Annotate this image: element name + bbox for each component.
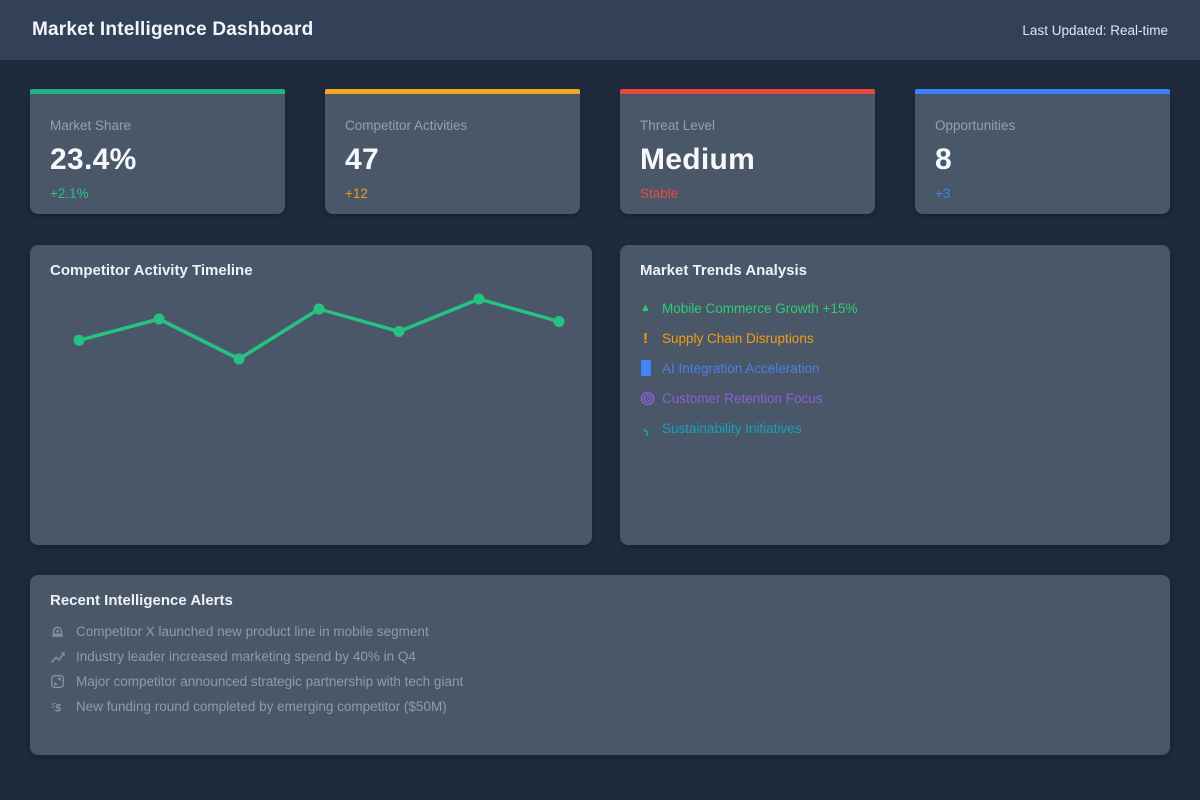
page-title: Market Intelligence Dashboard [32,19,314,40]
stat-cards-row: Market Share 23.4% +2.1% Competitor Acti… [30,89,1170,214]
beacon-icon [50,624,76,639]
stat-value: 23.4% [50,143,137,176]
exclamation-icon: ! [643,329,648,347]
trend-label: AI Integration Acceleration [662,360,820,376]
stat-delta: +2.1% [50,186,89,201]
card-accent-bar [915,89,1170,94]
card-accent-bar [620,89,875,94]
header-bar: Market Intelligence Dashboard Last Updat… [0,0,1200,60]
dashboard-content: Market Share 23.4% +2.1% Competitor Acti… [0,89,1200,755]
trend-label: Customer Retention Focus [662,390,823,406]
competitor-activity-timeline-panel: Competitor Activity Timeline [30,245,592,545]
chart-up-icon [50,650,76,664]
stat-card-threat-level: Threat Level Medium Stable [620,89,875,214]
stat-value: 8 [935,143,952,176]
alert-text: Competitor X launched new product line i… [76,624,429,639]
panels-row: Competitor Activity Timeline Market Tren… [30,245,1170,545]
trend-list: ▲ Mobile Commerce Growth +15% ! Supply C… [640,293,1150,443]
target-icon [640,391,662,406]
trend-item-mobile-commerce: ▲ Mobile Commerce Growth +15% [640,293,1150,323]
stat-delta: +3 [935,186,951,201]
last-updated-text: Last Updated: Real-time [1022,22,1168,38]
panel-title: Competitor Activity Timeline [50,262,253,279]
market-trends-panel: Market Trends Analysis ▲ Mobile Commerce… [620,245,1170,545]
up-triangle-icon: ▲ [640,301,651,314]
alert-text: Industry leader increased marketing spen… [76,649,416,664]
stat-label: Market Share [50,118,132,133]
alert-list: Competitor X launched new product line i… [50,619,1150,719]
stat-label: Opportunities [935,118,1016,133]
stat-value: Medium [640,143,756,176]
stat-card-opportunities: Opportunities 8 +3 [915,89,1170,214]
alert-item-partnership: Major competitor announced strategic par… [50,669,1150,694]
timeline-chart [50,287,572,527]
stat-label: Competitor Activities [345,118,468,133]
stat-delta: +12 [345,186,368,201]
trend-item-supply-chain: ! Supply Chain Disruptions [640,323,1150,353]
stat-delta: Stable [640,186,679,201]
svg-text:$: $ [54,702,62,714]
blue-block-icon [640,360,662,376]
trend-label: Supply Chain Disruptions [662,330,814,346]
alert-text: New funding round completed by emerging … [76,699,447,714]
recent-alerts-panel: Recent Intelligence Alerts Competitor X … [30,575,1170,755]
stat-value: 47 [345,143,379,176]
seedling-icon [640,419,662,437]
stat-label: Threat Level [640,118,716,133]
stat-card-competitor-activities: Competitor Activities 47 +12 [325,89,580,214]
partnership-icon [50,674,76,689]
panel-title: Recent Intelligence Alerts [50,592,233,609]
trend-item-sustainability: Sustainability Initiatives [640,413,1150,443]
trend-label: Mobile Commerce Growth +15% [662,300,858,316]
funding-icon: $ [50,700,76,714]
alert-item-marketing-spend: Industry leader increased marketing spen… [50,644,1150,669]
panel-title: Market Trends Analysis [640,262,808,279]
card-accent-bar [30,89,285,94]
card-accent-bar [325,89,580,94]
trend-label: Sustainability Initiatives [662,420,802,436]
alert-item-funding: $ New funding round completed by emergin… [50,694,1150,719]
trend-item-customer-retention: Customer Retention Focus [640,383,1150,413]
stat-card-market-share: Market Share 23.4% +2.1% [30,89,285,214]
alert-item-product-launch: Competitor X launched new product line i… [50,619,1150,644]
trend-item-ai-integration: AI Integration Acceleration [640,353,1150,383]
alert-text: Major competitor announced strategic par… [76,674,464,689]
timeline-chart-svg [73,293,565,365]
